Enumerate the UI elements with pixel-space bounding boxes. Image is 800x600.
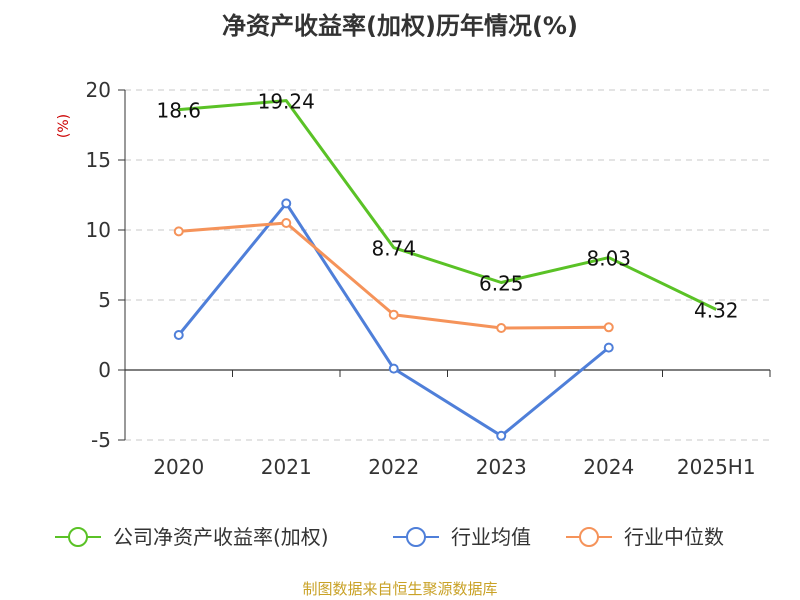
- x-tick-labels: 2020 2021 2022 2023 2024 2025H1: [153, 455, 755, 479]
- data-label: 8.74: [371, 237, 416, 261]
- legend-label: 行业均值: [451, 525, 531, 549]
- data-point: [388, 363, 399, 374]
- data-labels: 18.6 19.24 8.74 6.25 8.03 4.32: [156, 90, 738, 323]
- data-label: 8.03: [586, 247, 631, 271]
- x-tick-label: 2021: [261, 455, 312, 479]
- axes: [118, 89, 771, 441]
- x-tick-label: 2023: [476, 455, 527, 479]
- legend-swatch-marker: [406, 527, 426, 547]
- gridlines: [125, 89, 770, 441]
- x-tick-label: 2024: [583, 455, 634, 479]
- data-point: [603, 342, 614, 353]
- data-label: 4.32: [694, 299, 739, 323]
- series-lines: [173, 99, 717, 441]
- data-point: [173, 226, 184, 237]
- y-tick-label: 20: [86, 78, 111, 102]
- source-note: 制图数据来自恒生聚源数据库: [302, 580, 497, 598]
- data-point: [603, 322, 614, 333]
- y-tick-label: -5: [91, 428, 111, 452]
- y-tick-labels: -5 0 5 10 15 20: [86, 78, 111, 452]
- y-tick-label: 10: [86, 218, 111, 242]
- data-point: [496, 323, 507, 333]
- legend-label: 行业中位数: [624, 525, 724, 549]
- legend-label: 公司净资产收益率(加权): [113, 525, 329, 549]
- chart-title: 净资产收益率(加权)历年情况(%): [222, 12, 578, 40]
- legend: 公司净资产收益率(加权) 行业均值 行业中位数: [55, 525, 724, 549]
- data-label: 18.6: [156, 99, 201, 123]
- data-point: [281, 198, 292, 209]
- data-label: 6.25: [479, 272, 524, 296]
- legend-swatch-marker: [68, 527, 88, 547]
- data-point: [496, 430, 507, 441]
- y-tick-label: 5: [98, 288, 111, 312]
- x-tick-label: 2025H1: [677, 455, 756, 479]
- y-tick-label: 15: [86, 148, 111, 172]
- data-point: [281, 218, 292, 228]
- x-tick-label: 2020: [153, 455, 204, 479]
- y-axis-label: (%): [56, 114, 72, 138]
- x-tick-label: 2022: [368, 455, 419, 479]
- legend-swatch-marker: [579, 527, 599, 547]
- series-line-0: [178, 99, 717, 311]
- data-point: [173, 330, 184, 340]
- data-label: 19.24: [258, 90, 315, 114]
- data-point: [388, 309, 399, 320]
- y-tick-label: 0: [98, 358, 111, 382]
